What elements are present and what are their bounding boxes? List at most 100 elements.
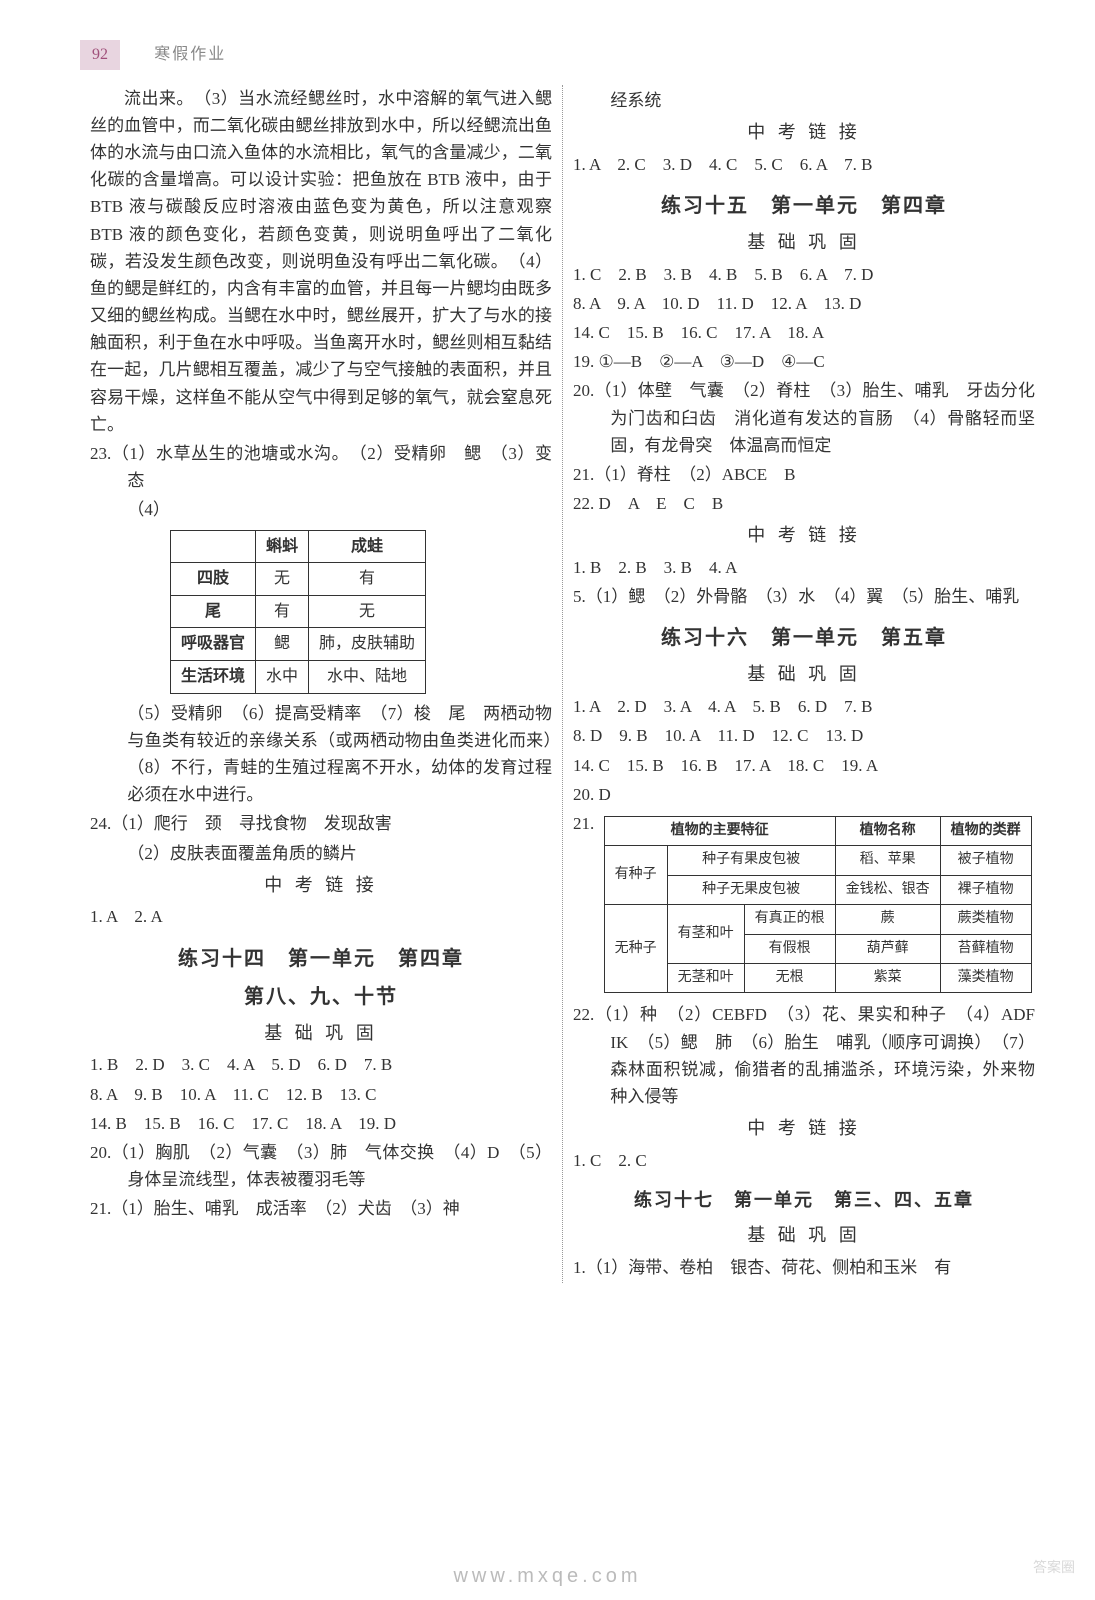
zk-title-r1: 中 考 链 接 — [573, 118, 1035, 147]
cell: 种子有果皮包被 — [667, 846, 835, 875]
table-row: 蝌蚪 成蛙 — [171, 530, 426, 563]
ex15-title: 练习十五 第一单元 第四章 — [573, 190, 1035, 222]
cell: 裸子植物 — [940, 875, 1031, 904]
ex16-a4: 20. D — [573, 781, 1035, 808]
ex14-title: 练习十四 第一单元 第四章 — [90, 943, 552, 975]
q23-part1: 23.（1）水草丛生的池塘或水沟。 （2）受精卵 鳃 （3）变态 — [90, 440, 552, 494]
cell: 藻类植物 — [940, 963, 1031, 992]
cell: 无茎和叶 — [667, 963, 744, 992]
cell: 葫芦藓 — [835, 934, 940, 963]
ex15-a2: 8. A 9. A 10. D 11. D 12. A 13. D — [573, 290, 1035, 317]
ex14-a3: 14. B 15. B 16. C 17. C 18. A 19. D — [90, 1110, 552, 1137]
table-q23: 蝌蚪 成蛙 四肢 无 有 尾 有 无 呼吸器官 鳃 肺，皮肤辅助 — [170, 530, 426, 694]
cell: 无种子 — [604, 905, 667, 993]
zk16-line: 1. C 2. C — [573, 1147, 1035, 1174]
cell: 有真正的根 — [744, 905, 835, 934]
cell: 肺，皮肤辅助 — [309, 628, 426, 661]
cell: 有假根 — [744, 934, 835, 963]
th-group: 植物的类群 — [940, 816, 1031, 845]
right-column: 经系统 中 考 链 接 1. A 2. C 3. D 4. C 5. C 6. … — [563, 85, 1045, 1283]
right-top-trail: 经系统 — [573, 87, 1035, 114]
table-row: 尾 有 无 — [171, 595, 426, 628]
cell: 蕨 — [835, 905, 940, 934]
ex14-a2: 8. A 9. B 10. A 11. C 12. B 13. C — [90, 1081, 552, 1108]
table-row: 植物的主要特征 植物名称 植物的类群 — [604, 816, 1031, 845]
cell: 水中、陆地 — [309, 660, 426, 693]
ex17-title: 练习十七 第一单元 第三、四、五章 — [573, 1186, 1035, 1215]
ex14-subtitle: 第八、九、十节 — [90, 981, 552, 1013]
table-row: 有种子 种子有果皮包被 稻、苹果 被子植物 — [604, 846, 1031, 875]
zk15-l1: 1. B 2. B 3. B 4. A — [573, 554, 1035, 581]
table-row: 种子无果皮包被 金钱松、银杏 裸子植物 — [604, 875, 1031, 904]
cell: 苔藓植物 — [940, 934, 1031, 963]
cell: 有茎和叶 — [667, 905, 744, 964]
ex15-a1: 1. C 2. B 3. B 4. B 5. B 6. A 7. D — [573, 261, 1035, 288]
q21-label: 21. — [573, 810, 594, 837]
cell: 无根 — [744, 963, 835, 992]
cell: 稻、苹果 — [835, 846, 940, 875]
ex16-a3: 14. C 15. B 16. B 17. A 18. C 19. A — [573, 752, 1035, 779]
row-label: 尾 — [171, 595, 256, 628]
cell: 鳃 — [256, 628, 309, 661]
cell: 有 — [256, 595, 309, 628]
ex15-q21: 21.（1）脊柱 （2）ABCE B — [573, 461, 1035, 488]
cell: 有 — [309, 563, 426, 596]
q21-wrap: 21. 植物的主要特征 植物名称 植物的类群 有种子 种子有果皮包被 稻、苹果 … — [573, 810, 1035, 999]
zk-title-r3: 中 考 链 接 — [573, 1114, 1035, 1143]
q24-l2: （2）皮肤表面覆盖角质的鳞片 — [90, 840, 552, 867]
cell: 紫菜 — [835, 963, 940, 992]
th-frog: 成蛙 — [309, 530, 426, 563]
jichu-title-16: 基 础 巩 固 — [573, 660, 1035, 689]
jichu-title: 基 础 巩 固 — [90, 1019, 552, 1048]
table-q21: 植物的主要特征 植物名称 植物的类群 有种子 种子有果皮包被 稻、苹果 被子植物… — [604, 816, 1032, 993]
ex15-q22: 22. D A E C B — [573, 490, 1035, 517]
ex14-a1: 1. B 2. D 3. C 4. A 5. D 6. D 7. B — [90, 1051, 552, 1078]
page: 92 寒假作业 流出来。 （3）当水流经鳃丝时，水中溶解的氧气进入鳃丝的血管中，… — [0, 0, 1095, 1600]
table-row: 呼吸器官 鳃 肺，皮肤辅助 — [171, 628, 426, 661]
left-column: 流出来。 （3）当水流经鳃丝时，水中溶解的氧气进入鳃丝的血管中，而二氧化碳由鳃丝… — [80, 85, 563, 1283]
cell: 金钱松、银杏 — [835, 875, 940, 904]
table-row: 无种子 有茎和叶 有真正的根 蕨 蕨类植物 — [604, 905, 1031, 934]
th-blank — [171, 530, 256, 563]
ex17-q1: 1.（1）海带、卷柏 银杏、荷花、侧柏和玉米 有 — [573, 1254, 1035, 1281]
header-title: 寒假作业 — [154, 42, 226, 68]
zk-title: 中 考 链 接 — [90, 871, 552, 900]
th-feature: 植物的主要特征 — [604, 816, 835, 845]
watermark-url: www.mxqe.com — [453, 1560, 641, 1592]
ex16-title: 练习十六 第一单元 第五章 — [573, 622, 1035, 654]
zk15-l2: 5.（1）鳃 （2）外骨骼 （3）水 （4）翼 （5）胎生、哺乳 — [573, 583, 1035, 610]
jichu-title-17: 基 础 巩 固 — [573, 1221, 1035, 1250]
table-row: 生活环境 水中 水中、陆地 — [171, 660, 426, 693]
q23-tail: （5）受精卵 （6）提高受精率 （7）梭 尾 两栖动物与鱼类有较近的亲缘关系（或… — [90, 700, 552, 809]
zk-answers: 1. A 2. A — [90, 903, 552, 930]
ex16-a2: 8. D 9. B 10. A 11. D 12. C 13. D — [573, 722, 1035, 749]
th-name: 植物名称 — [835, 816, 940, 845]
cell: 无 — [309, 595, 426, 628]
page-header: 92 寒假作业 — [80, 40, 1045, 70]
table-row: 无茎和叶 无根 紫菜 藻类植物 — [604, 963, 1031, 992]
zk-title-r2: 中 考 链 接 — [573, 521, 1035, 550]
row-label: 四肢 — [171, 563, 256, 596]
cell: 水中 — [256, 660, 309, 693]
passage-q22: 流出来。 （3）当水流经鳃丝时，水中溶解的氧气进入鳃丝的血管中，而二氧化碳由鳃丝… — [90, 85, 552, 438]
ex15-q20: 20.（1）体壁 气囊 （2）脊柱 （3）胎生、哺乳 牙齿分化为门齿和臼齿 消化… — [573, 377, 1035, 459]
ex16-a1: 1. A 2. D 3. A 4. A 5. B 6. D 7. B — [573, 693, 1035, 720]
cell: 无 — [256, 563, 309, 596]
ex15-a3: 14. C 15. B 16. C 17. A 18. A — [573, 319, 1035, 346]
q24-l1: 24.（1）爬行 颈 寻找食物 发现敌害 — [90, 810, 552, 837]
row-label: 呼吸器官 — [171, 628, 256, 661]
ex15-a4: 19. ①—B ②—A ③—D ④—C — [573, 348, 1035, 375]
cell: 种子无果皮包被 — [667, 875, 835, 904]
row-label: 生活环境 — [171, 660, 256, 693]
cell: 被子植物 — [940, 846, 1031, 875]
columns: 流出来。 （3）当水流经鳃丝时，水中溶解的氧气进入鳃丝的血管中，而二氧化碳由鳃丝… — [80, 85, 1045, 1283]
watermark-brand: 答案圈 — [1033, 1558, 1075, 1580]
ex16-q22: 22.（1）种 （2）CEBFD （3）花、果实和种子 （4）ADF IK （5… — [573, 1001, 1035, 1110]
th-tadpole: 蝌蚪 — [256, 530, 309, 563]
jichu-title-15: 基 础 巩 固 — [573, 228, 1035, 257]
cell: 有种子 — [604, 846, 667, 905]
q23-part4-label: （4） — [90, 496, 552, 523]
table-row: 四肢 无 有 — [171, 563, 426, 596]
page-number: 92 — [80, 40, 120, 70]
zk14-line: 1. A 2. C 3. D 4. C 5. C 6. A 7. B — [573, 151, 1035, 178]
